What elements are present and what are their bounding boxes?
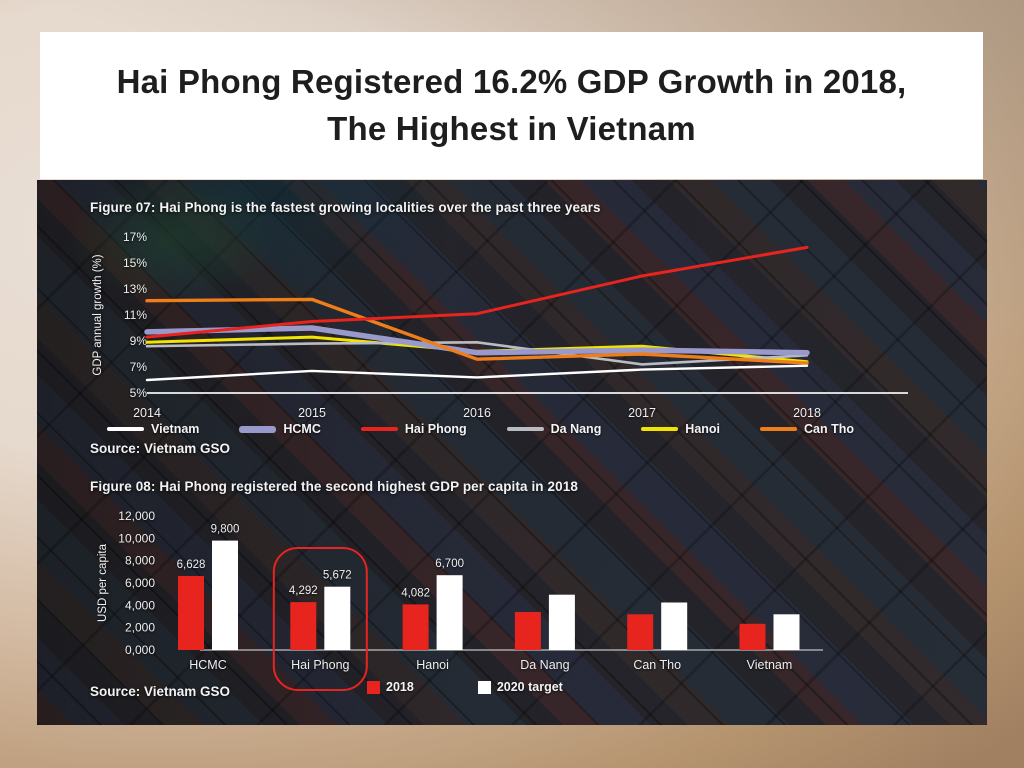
figure08-legend: 2018 2020 target: [367, 680, 563, 694]
fig07-line-da-nang: [145, 341, 809, 366]
figure08-title: Figure 08: Hai Phong registered the seco…: [90, 479, 578, 494]
slide-title-line1: Hai Phong Registered 16.2% GDP Growth in…: [116, 62, 907, 100]
fig07-y-tick-label: 7%: [130, 360, 148, 374]
legend-swatch-da-nang: [506, 426, 544, 432]
slide-title: Hai Phong Registered 16.2% GDP Growth in…: [117, 59, 907, 153]
fig08-y-tick-label: 6,000: [125, 576, 155, 590]
fig08-bar-2020-target-hcmc: [212, 540, 238, 650]
legend-item-2020-target: 2020 target: [477, 680, 563, 694]
fig08-bar-2018-hanoi: [402, 604, 429, 650]
figure07-source: Source: Vietnam GSO: [90, 441, 231, 456]
fig08-x-tick-label: Da Nang: [520, 658, 569, 672]
fig08-bar-2018-can-tho: [627, 614, 654, 650]
fig08-y-tick-label: 10,000: [118, 531, 155, 545]
fig08-bar-2018-hai-phong: [290, 602, 317, 650]
fig08-bar-label: 4,292: [289, 585, 318, 597]
legend-item-vietnam: Vietnam: [107, 422, 199, 436]
fig08-y-tick-label: 0,000: [125, 643, 155, 657]
fig08-bar-2020-target-vietnam: [773, 614, 800, 650]
fig08-bar-2020-target-hai-phong: [324, 586, 351, 650]
fig08-y-tick-label: 8,000: [125, 554, 155, 568]
fig07-y-tick-label: 13%: [123, 282, 147, 296]
legend-item-hanoi: Hanoi: [641, 422, 720, 436]
fig08-bar-label: 4,082: [401, 587, 430, 599]
fig08-bar-2020-target-da-nang: [548, 594, 575, 650]
fig08-bar-label: 5,672: [323, 570, 352, 582]
fig08-bar-2020-target-can-tho: [661, 602, 688, 650]
figure07-title: Figure 07: Hai Phong is the fastest grow…: [90, 200, 601, 215]
legend-label-2018: 2018: [386, 680, 414, 694]
figure08-source: Source: Vietnam GSO: [90, 684, 231, 699]
legend-swatch-can-tho: [760, 426, 797, 432]
fig08-y-tick-label: 12,000: [118, 509, 155, 523]
fig07-line-hcmc: [144, 325, 810, 356]
fig07-x-tick-label: 2015: [298, 406, 326, 420]
slide-title-line2: The Highest in Vietnam: [327, 109, 696, 147]
fig08-x-tick-label: Hanoi: [416, 658, 449, 672]
legend-swatch-2020-target: [477, 680, 491, 694]
fig07-x-tick-label: 2016: [463, 406, 491, 420]
fig08-x-tick-label: HCMC: [189, 658, 227, 672]
legend-label-vietnam: Vietnam: [151, 422, 200, 436]
fig08-y-tick-label: 4,000: [125, 598, 155, 612]
legend-swatch-hai-phong: [360, 426, 398, 432]
legend-label-hanoi: Hanoi: [685, 422, 721, 436]
fig08-highlight-box: [272, 547, 368, 691]
fig07-line-hai-phong: [145, 245, 809, 339]
fig07-line-can-tho: [145, 297, 809, 365]
fig08-bar-label: 6,628: [177, 559, 206, 571]
legend-item-da-nang: Da Nang: [506, 422, 602, 436]
legend-swatch-vietnam: [107, 427, 144, 431]
charts-canvas: 17% 15% 13% 11% 9% 7% 5% 2014 2015 2016 2017 2018 12…: [118, 230, 908, 691]
fig07-y-tick-label: 11%: [124, 308, 147, 322]
legend-label-da-nang: Da Nang: [550, 422, 602, 436]
legend-swatch-hcmc: [239, 425, 277, 433]
figure08-y-axis-label: USD per capita: [97, 544, 109, 622]
fig07-y-tick-label: 9%: [130, 334, 148, 348]
legend-swatch-hanoi: [641, 426, 679, 432]
fig08-y-tick-label: 2,000: [125, 621, 155, 635]
fig08-bar-2018-hcmc: [178, 576, 204, 650]
fig08-bar-2018-da-nang: [514, 612, 541, 650]
figure07-legend: Vietnam HCMC Hai Phong Da Nang Hanoi Can…: [107, 422, 854, 436]
legend-item-hcmc: HCMC: [239, 422, 321, 436]
legend-swatch-2018: [367, 680, 380, 694]
fig07-x-tick-label: 2014: [133, 406, 161, 420]
fig08-bar-2018-vietnam: [739, 623, 766, 650]
legend-label-hcmc: HCMC: [283, 422, 321, 436]
legend-label-2020-target: 2020 target: [496, 680, 563, 694]
fig07-x-tick-label: 2017: [628, 406, 656, 420]
title-band: Hai Phong Registered 16.2% GDP Growth in…: [40, 32, 983, 179]
fig08-bar-label: 9,800: [211, 524, 240, 536]
fig07-y-tick-label: 15%: [123, 256, 147, 270]
legend-label-can-tho: Can Tho: [804, 422, 854, 436]
legend-label-hai-phong: Hai Phong: [404, 422, 467, 436]
legend-item-can-tho: Can Tho: [760, 422, 854, 436]
fig08-bar-label: 6,700: [435, 558, 464, 570]
fig07-y-tick-label: 5%: [130, 386, 148, 400]
legend-item-hai-phong: Hai Phong: [360, 422, 467, 436]
fig07-line-vietnam: [145, 364, 809, 382]
fig08-x-tick-label: Can Tho: [633, 658, 681, 672]
fig08-bar-2020-target-hanoi: [436, 575, 463, 650]
fig07-x-tick-label: 2018: [793, 406, 821, 420]
fig07-y-tick-label: 17%: [123, 230, 147, 244]
container-port-photo: Figure 07: Hai Phong is the fastest grow…: [37, 180, 987, 725]
fig08-x-tick-label: Hai Phong: [291, 658, 349, 672]
fig08-x-tick-label: Vietnam: [747, 658, 793, 672]
legend-item-2018: 2018: [367, 680, 414, 694]
